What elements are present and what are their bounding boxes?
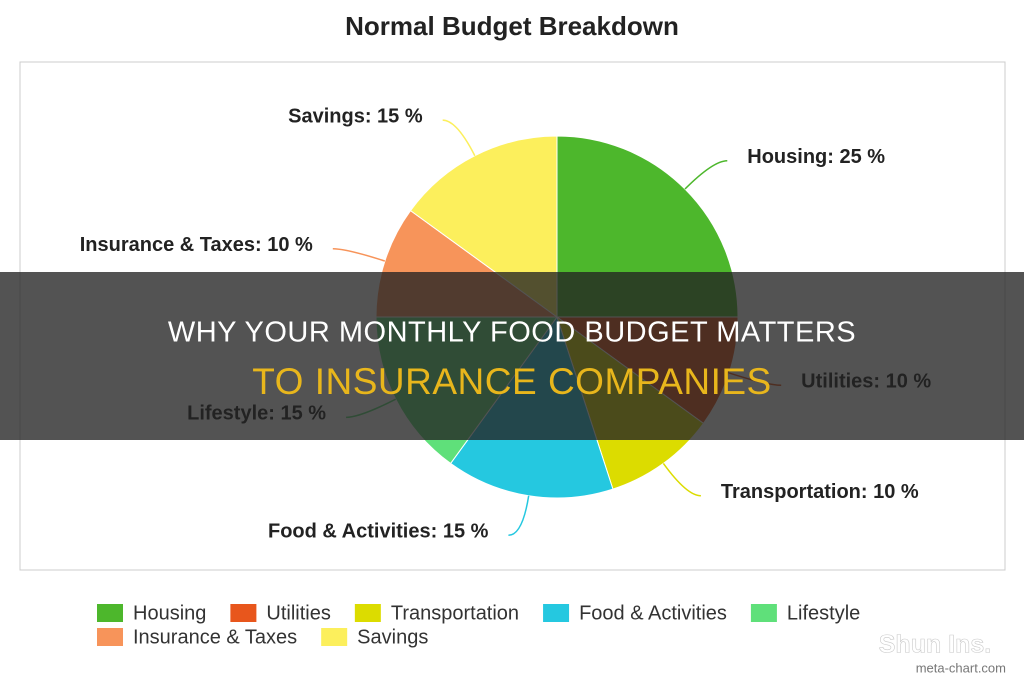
leader-line: [508, 495, 530, 537]
banner-line1: WHY YOUR MONTHLY FOOD BUDGET MATTERS: [168, 317, 856, 349]
value-label: Savings: 15 %: [288, 105, 423, 127]
legend-swatch: [230, 604, 257, 622]
leader-line: [332, 247, 386, 262]
value-label: Insurance & Taxes: 10 %: [80, 234, 313, 256]
legend-label: Food & Activities: [579, 602, 727, 624]
watermark: Shun Ins.: [879, 631, 992, 659]
legend-label: Housing: [133, 602, 206, 624]
legend-label: Transportation: [391, 602, 519, 624]
legend-item: Utilities: [230, 602, 331, 624]
source: meta-chart.com: [916, 660, 1006, 675]
value-label: Transportation: 10 %: [721, 481, 919, 503]
pie-slice: [409, 135, 558, 318]
leader-line: [442, 119, 476, 157]
legend-swatch: [354, 604, 381, 622]
legend-item: Lifestyle: [750, 602, 860, 624]
legend-swatch: [321, 628, 348, 646]
legend-item: Transportation: [354, 602, 519, 624]
legend-label: Insurance & Taxes: [133, 626, 297, 648]
value-label: Food & Activities: 15 %: [268, 521, 489, 543]
legend-swatch: [543, 604, 570, 622]
legend: Housing Utilities Transportation Food & Act…: [97, 602, 860, 648]
leader-line: [662, 462, 701, 497]
legend-item: Food & Activities: [543, 602, 727, 624]
legend-label: Utilities: [266, 602, 330, 624]
legend-label: Lifestyle: [787, 602, 860, 624]
value-label: Housing: 25 %: [747, 146, 885, 168]
legend-item: Savings: [321, 626, 428, 648]
banner: [0, 272, 1024, 440]
legend-item: Housing: [97, 602, 206, 624]
legend-swatch: [97, 628, 123, 646]
banner-line2: TO INSURANCE COMPANIES: [252, 361, 771, 402]
legend-swatch: [97, 604, 123, 622]
legend-label: Savings: [357, 626, 428, 648]
legend-swatch: [750, 604, 777, 622]
chart-title: Normal Budget Breakdown: [345, 11, 679, 41]
legend-item: Insurance & Taxes: [97, 626, 297, 648]
leader-line: [684, 159, 728, 190]
